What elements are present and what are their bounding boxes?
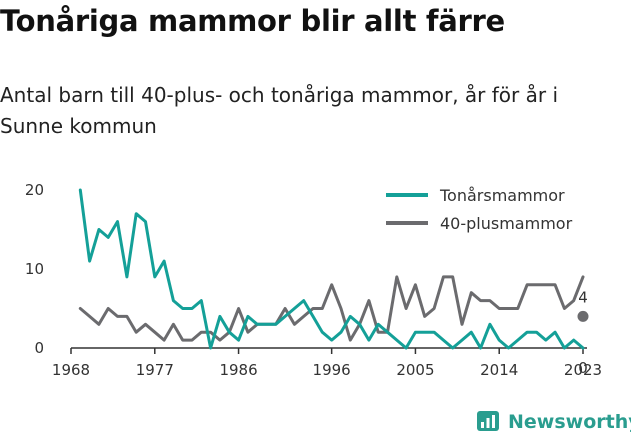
brand-logo: Newsworthy	[476, 410, 631, 434]
chart-title: Tonåriga mammor blir allt färre	[0, 4, 505, 38]
legend-label-1: 40-plusmammor	[440, 214, 573, 233]
x-tick-label: 2023	[564, 361, 602, 379]
x-tick-label: 1996	[313, 361, 351, 379]
series-line-0	[78, 188, 585, 350]
x-tick-label: 1986	[219, 361, 257, 379]
series-line-1	[78, 275, 585, 342]
end-label-40-plus: 4	[578, 288, 588, 306]
end-label-tonars: 0	[578, 359, 588, 377]
y-tick-label: 0	[34, 339, 44, 357]
x-tick-label: 2005	[396, 361, 434, 379]
x-tick-label: 1977	[136, 361, 174, 379]
y-tick-label: 20	[25, 181, 44, 199]
chart-subtitle: Antal barn till 40-plus- och tonåriga ma…	[0, 83, 559, 138]
x-tick-label: 2014	[480, 361, 518, 379]
end-marker-40-plus	[577, 310, 589, 322]
newsworthy-chart-icon	[477, 411, 499, 431]
legend-label-0: Tonårsmammor	[439, 186, 565, 205]
y-tick-label: 10	[25, 260, 44, 278]
x-tick-label: 1968	[52, 361, 90, 379]
brand-name: Newsworthy	[508, 411, 631, 433]
